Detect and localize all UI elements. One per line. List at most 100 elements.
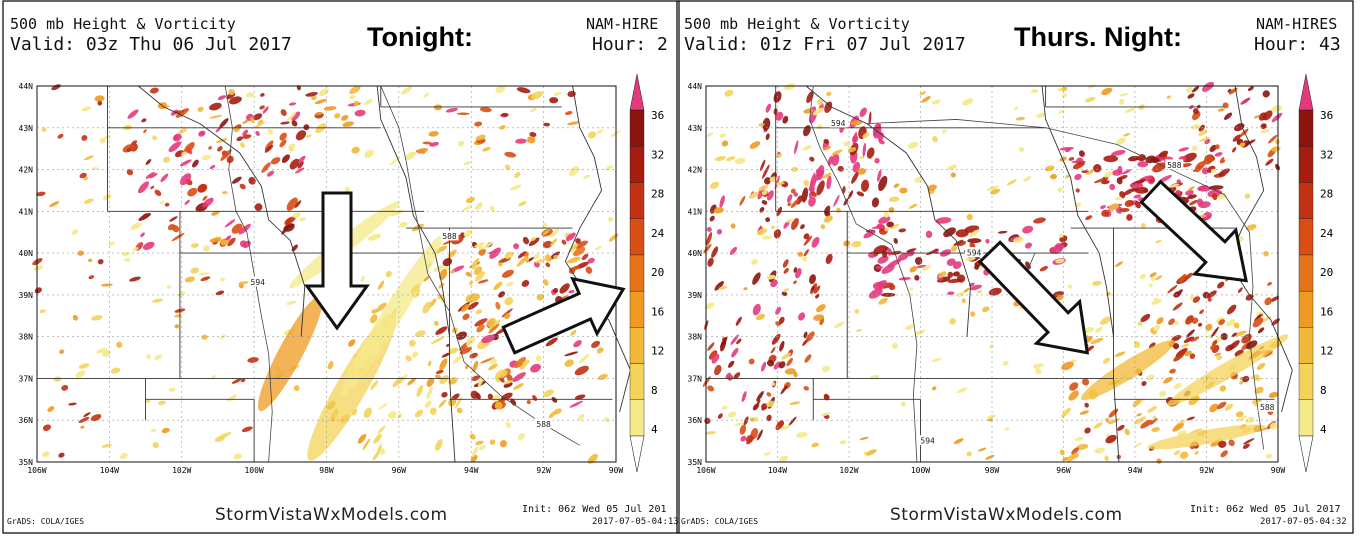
vorticity-cell: [809, 274, 816, 285]
vorticity-cell: [921, 96, 931, 103]
vorticity-cell: [123, 257, 131, 262]
vorticity-cell: [416, 384, 424, 397]
generation-timestamp: 2017-07-05-04:13: [592, 517, 679, 527]
river-border: [376, 85, 450, 337]
vorticity-cell: [1076, 443, 1089, 450]
vorticity-cell: [704, 431, 717, 435]
vorticity-cell: [823, 138, 829, 144]
vorticity-cell: [227, 237, 236, 247]
vorticity-cell: [99, 137, 106, 144]
vorticity-cell: [197, 106, 204, 112]
vorticity-cell: [1178, 147, 1190, 152]
vorticity-cell: [748, 191, 759, 199]
headline-tonight: Tonight:: [367, 22, 473, 52]
colorbar-segment: [1298, 327, 1314, 364]
vorticity-cell: [247, 357, 259, 363]
vorticity-cell: [1124, 428, 1130, 436]
vorticity-cell: [219, 334, 227, 340]
vorticity-cell: [714, 281, 724, 291]
vorticity-cell: [1218, 319, 1226, 326]
vorticity-cell: [1068, 157, 1075, 161]
vorticity-cell: [1050, 245, 1064, 254]
vorticity-cell: [717, 413, 723, 419]
vorticity-cell: [877, 255, 889, 264]
vorticity-cell: [709, 215, 715, 222]
vorticity-cell: [575, 238, 581, 244]
vorticity-cell: [1023, 176, 1032, 182]
contour-label-bg: [248, 276, 267, 287]
vorticity-cell: [120, 452, 128, 460]
vorticity-cell: [424, 400, 432, 409]
vorticity-cell: [241, 426, 253, 433]
vorticity-cell: [474, 242, 486, 248]
vorticity-cell: [707, 385, 715, 392]
vorticity-cell: [314, 112, 323, 116]
model-name: NAM-HIRES: [1256, 15, 1338, 33]
vorticity-cell: [1180, 343, 1190, 348]
vorticity-cell: [327, 360, 334, 370]
contour-line: [809, 85, 918, 463]
vorticity-cell: [467, 301, 479, 310]
vorticity-cell: [1242, 375, 1250, 383]
colorbar-tick-label: 36: [651, 109, 664, 122]
vorticity-cell: [970, 311, 976, 317]
vorticity-cell: [1099, 316, 1112, 325]
vorticity-cell: [414, 409, 424, 418]
vorticity-cell: [1173, 382, 1182, 390]
vorticity-band: [340, 235, 443, 397]
colorbar-top-arrow: [629, 73, 645, 111]
vorticity-cell: [1069, 382, 1079, 391]
vorticity-cell: [1013, 237, 1024, 244]
contour-label: 594: [967, 249, 982, 258]
vorticity-cell: [1061, 93, 1067, 98]
vorticity-cell: [435, 369, 444, 375]
vorticity-cell: [61, 384, 69, 391]
vorticity-cell: [1075, 202, 1081, 208]
vorticity-cell: [899, 187, 908, 194]
annotation-arrow-icon: [977, 240, 1090, 355]
colorbar-segment: [629, 290, 645, 328]
river-border: [564, 85, 631, 412]
vorticity-cell: [1245, 416, 1255, 424]
vorticity-cell: [1174, 320, 1179, 326]
colorbar-segment: [629, 218, 645, 256]
vorticity-cell: [294, 167, 305, 174]
vorticity-cell: [953, 239, 964, 246]
vorticity-cell: [1172, 423, 1184, 432]
vorticity-cell: [1084, 427, 1091, 434]
vorticity-cell: [514, 356, 527, 369]
lon-tick-label: 106W: [27, 466, 46, 475]
vorticity-cell: [209, 165, 216, 170]
vorticity-cell: [170, 109, 179, 116]
vorticity-cell: [495, 369, 508, 379]
vorticity-cell: [1137, 154, 1146, 162]
vorticity-cell: [427, 360, 432, 367]
vorticity-cell: [730, 223, 736, 229]
vorticity-cell: [707, 342, 715, 351]
vorticity-cell: [471, 261, 478, 270]
vorticity-cell: [1101, 179, 1110, 185]
vorticity-cell: [288, 143, 296, 151]
vorticity-cell: [479, 445, 486, 451]
vorticity-cell: [568, 166, 579, 177]
contour-label-bg: [1165, 159, 1184, 170]
vorticity-band: [258, 295, 323, 412]
vorticity-cell: [969, 229, 980, 238]
annotation-arrow-icon: [304, 191, 370, 331]
vorticity-cell: [1094, 177, 1108, 184]
contour-label: 594: [831, 119, 846, 128]
vorticity-cell: [784, 368, 796, 375]
vorticity-cell: [862, 142, 867, 157]
colorbar-tick-label: 4: [651, 423, 658, 436]
vorticity-cell: [716, 229, 723, 235]
vorticity-cell: [1263, 251, 1269, 257]
vorticity-cell: [1059, 156, 1067, 162]
vorticity-cell: [735, 316, 742, 326]
vorticity-cell: [1226, 319, 1236, 327]
vorticity-cell: [530, 108, 537, 113]
vorticity-cell: [567, 121, 580, 126]
vorticity-cell: [517, 433, 526, 440]
vorticity-cell: [1126, 214, 1133, 221]
vorticity-cell: [228, 88, 235, 96]
vorticity-cell: [79, 172, 87, 179]
